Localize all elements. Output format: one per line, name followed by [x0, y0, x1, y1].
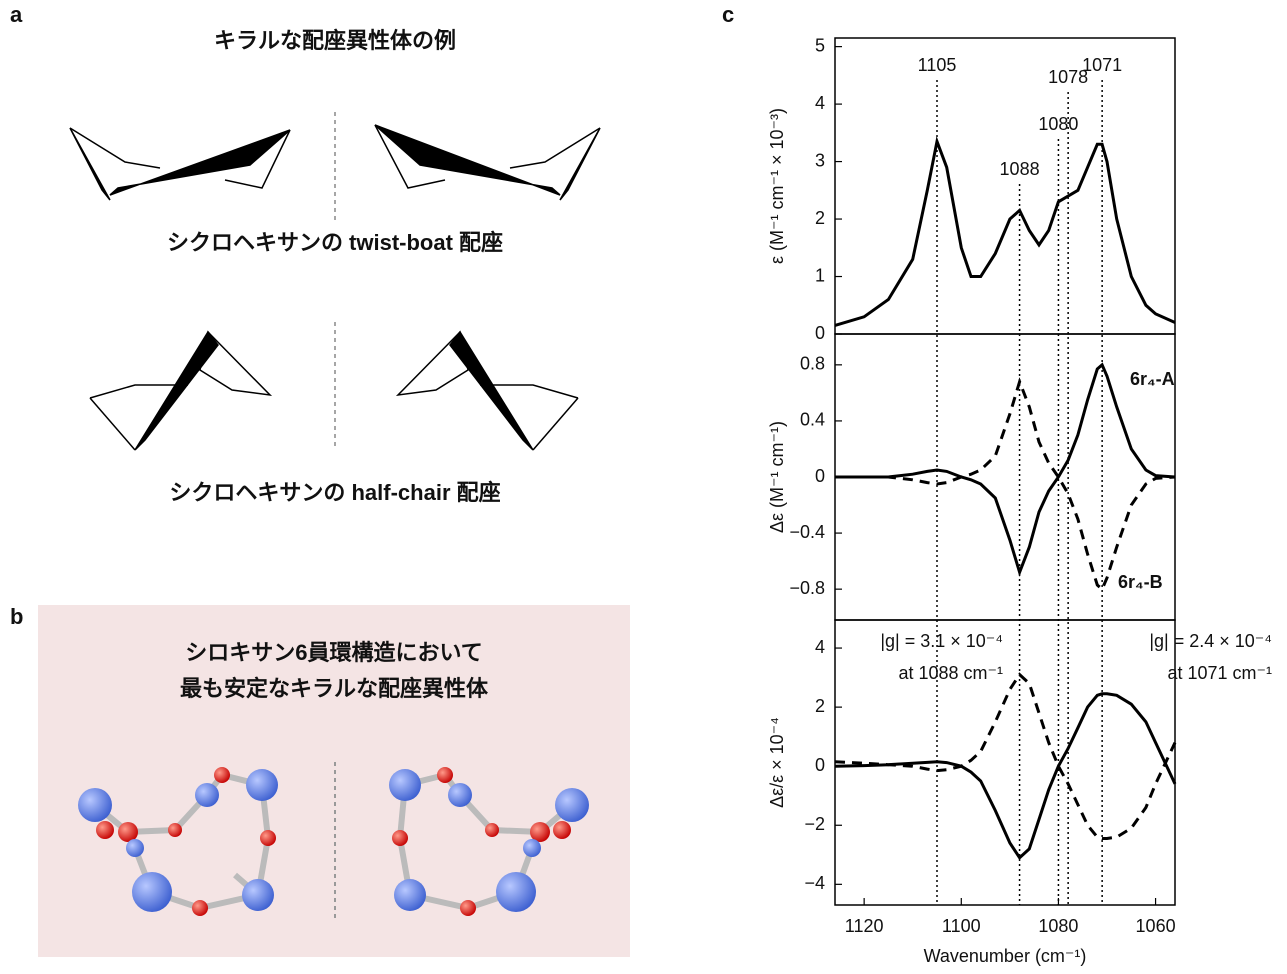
half-chair-drawing	[90, 322, 578, 450]
plot-frame	[835, 620, 1175, 905]
panel-title: キラルな配座異性体の例	[214, 28, 456, 53]
spectra: 0 1 2 3 4 5 ε (M⁻¹ cm⁻¹ × 10⁻³) −0.8 −0.4 0 0.4 0.8…	[767, 35, 1272, 965]
y-tick-label: −4	[804, 873, 825, 893]
y-tick-label: 0	[815, 323, 825, 343]
panel-title: シロキサン6員環構造において	[185, 640, 483, 665]
y-tick-label: 0.4	[800, 410, 825, 430]
annotation: |g| = 2.4 × 10⁻⁴	[1149, 631, 1272, 651]
x-tick-label: 1120	[845, 916, 884, 936]
series-label: 6r₄-A	[1130, 369, 1175, 389]
annotation: |g| = 3.1 × 10⁻⁴	[880, 631, 1003, 651]
panel-label: a	[10, 2, 23, 27]
x-axis-label: Wavenumber (cm⁻¹)	[924, 946, 1087, 966]
y-tick-label: 1	[815, 265, 825, 285]
caption: シクロヘキサンの twist-boat 配座	[167, 230, 503, 255]
data-line	[835, 365, 1175, 573]
data-line	[835, 382, 1175, 590]
y-tick-label: 4	[815, 637, 825, 657]
peak-label: 1080	[1038, 114, 1078, 134]
x-tick-label: 1080	[1038, 916, 1078, 936]
y-tick-label: 5	[815, 35, 825, 55]
peak-label: 1105	[918, 55, 957, 75]
y-axis-label: Δε (M⁻¹ cm⁻¹)	[767, 421, 787, 533]
panel-label: b	[10, 604, 23, 629]
y-tick-label: −2	[804, 814, 825, 834]
annotation: at 1071 cm⁻¹	[1167, 663, 1272, 683]
y-tick-label: 0	[815, 466, 825, 486]
y-axis-label: Δε/ε × 10⁻⁴	[767, 717, 787, 808]
y-tick-label: −0.8	[789, 578, 825, 598]
panel-label: c	[722, 2, 734, 27]
y-tick-label: 3	[815, 150, 825, 170]
panel-title: 最も安定なキラルな配座異性体	[180, 676, 489, 701]
peak-label: 1071	[1082, 55, 1122, 75]
y-tick-label: 2	[815, 696, 825, 716]
y-axis-label: ε (M⁻¹ cm⁻¹ × 10⁻³)	[767, 108, 787, 264]
y-tick-label: 4	[815, 93, 825, 113]
series-label: 6r₄-B	[1118, 572, 1163, 592]
twist-boat-drawing	[70, 112, 600, 220]
y-tick-label: 0	[815, 755, 825, 775]
x-tick-label: 1060	[1136, 916, 1176, 936]
x-tick-label: 1100	[942, 916, 981, 936]
y-tick-label: 0.8	[800, 354, 825, 374]
annotation: at 1088 cm⁻¹	[898, 663, 1003, 683]
peak-label: 1088	[1000, 159, 1040, 179]
y-tick-label: 2	[815, 208, 825, 228]
y-tick-label: −0.4	[789, 522, 825, 542]
plot-frame	[835, 38, 1175, 334]
caption: シクロヘキサンの half-chair 配座	[169, 480, 500, 505]
figure: a キラルな配座異性体の例 シクロヘキサンの twist-boat 配座 シクロ…	[0, 0, 1287, 974]
